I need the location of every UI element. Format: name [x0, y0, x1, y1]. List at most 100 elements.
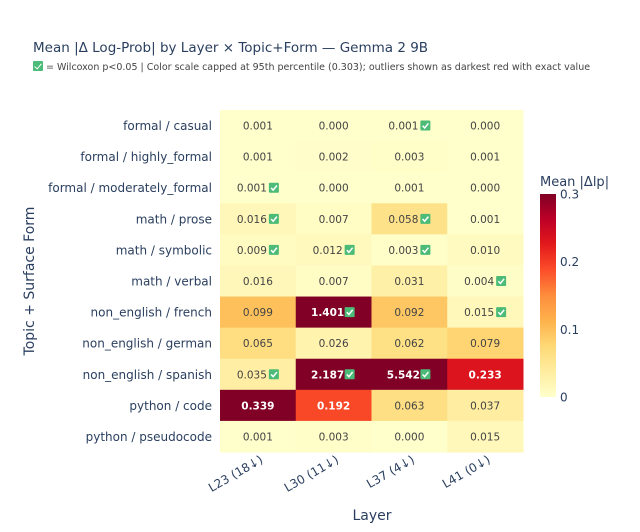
heatmap-cell: 0.016 — [220, 265, 297, 298]
cell-rect — [295, 234, 372, 266]
heatmap-cell: 0.001 — [371, 110, 448, 142]
colorbar-ticks: 0 0.1 0.2 0.3 — [560, 188, 579, 405]
cell-value: 0.000 — [319, 121, 349, 133]
chart-title: Mean |Δ Log-Prob| by Layer × Topic+Form … — [33, 40, 429, 56]
cell-value: 0.058 — [388, 214, 418, 226]
heatmap-cell: 0.001 — [220, 420, 297, 453]
heatmap-cell: 0.001 — [447, 141, 524, 173]
cell-rect — [371, 420, 448, 453]
cell-value: 0.003 — [394, 152, 424, 164]
x-axis-tick-labels: L23 (18↓) L30 (11↓) L37 (4↓) L41 (0↓) — [206, 452, 493, 494]
x-tick-label: L41 (0↓) — [440, 452, 493, 491]
cell-value: 0.007 — [319, 214, 349, 226]
x-axis-title: Layer — [352, 508, 391, 524]
cell-rect — [220, 327, 297, 360]
check-mark-icon — [496, 307, 507, 318]
cell-rect — [371, 265, 448, 298]
cell-value: 0.079 — [470, 338, 500, 350]
check-mark-icon — [268, 213, 279, 224]
heatmap-cell: 0.004 — [447, 265, 524, 298]
colorbar-gradient — [540, 194, 556, 397]
cell-value: 0.003 — [319, 431, 349, 443]
heatmap-cell: 0.015 — [447, 296, 524, 329]
check-mark-icon — [33, 61, 43, 71]
heatmap-cell: 0.001 — [447, 203, 524, 235]
cell-value: 0.001 — [470, 214, 500, 226]
cell-value: 0.012 — [313, 245, 343, 257]
heatmap-cell: 0.092 — [371, 296, 448, 329]
cell-value: 0.001 — [237, 183, 267, 195]
heatmap-cell: 0.001 — [220, 110, 297, 142]
cell-value: 0.016 — [243, 276, 273, 288]
cell-value: 0.000 — [319, 183, 349, 195]
cell-value: 0.035 — [237, 369, 267, 381]
cell-rect — [295, 296, 372, 329]
heatmap-cell: 0.001 — [220, 141, 297, 173]
cell-value: 0.001 — [243, 121, 273, 133]
cell-rect — [447, 172, 524, 204]
heatmap-cell: 0.015 — [447, 420, 524, 453]
cell-value: 0.000 — [394, 431, 424, 443]
cell-rect — [220, 389, 297, 422]
cell-rect — [447, 234, 524, 266]
cell-rect — [371, 110, 448, 142]
heatmap-cell: 0.026 — [295, 327, 372, 360]
cell-rect — [371, 389, 448, 422]
chart-subtitle: = Wilcoxon p<0.05 | Color scale capped a… — [33, 61, 590, 73]
cell-value: 0.000 — [470, 121, 500, 133]
heatmap-cell: 0.339 — [220, 389, 297, 422]
cell-rect — [295, 203, 372, 235]
cell-value: 5.542 — [387, 369, 420, 381]
check-mark-icon — [268, 369, 279, 380]
cell-value: 0.001 — [243, 431, 273, 443]
cell-rect — [371, 203, 448, 235]
cell-rect — [447, 327, 524, 360]
cell-rect — [447, 110, 524, 142]
cell-value: 0.001 — [470, 152, 500, 164]
cell-rect — [295, 172, 372, 204]
cell-value: 0.002 — [319, 152, 349, 164]
cell-rect — [295, 358, 372, 391]
y-tick-label: python / pseudocode — [86, 430, 212, 444]
heatmap-cell: 0.192 — [295, 389, 372, 422]
cell-rect — [295, 327, 372, 360]
colorbar-title: Mean |Δlp| — [540, 175, 609, 190]
y-tick-label: math / verbal — [131, 275, 212, 289]
cell-rect — [295, 420, 372, 453]
heatmap-cell: 0.233 — [447, 358, 524, 391]
cell-rect — [295, 265, 372, 298]
x-tick-label: L30 (11↓) — [282, 452, 341, 494]
cell-value: 0.339 — [241, 400, 274, 412]
heatmap-cell: 0.065 — [220, 327, 297, 360]
cell-value: 0.001 — [388, 121, 418, 133]
cell-rect — [295, 110, 372, 142]
x-tick-label: L37 (4↓) — [364, 452, 417, 491]
check-mark-icon — [344, 244, 355, 255]
heatmap-cells: 0.001 0.000 0.001 0.000 0.001 0.002 0.003 0.001… — [220, 110, 524, 453]
cell-rect — [447, 141, 524, 173]
cell-rect — [220, 296, 297, 329]
y-tick-label: python / code — [129, 399, 212, 413]
y-axis-tick-labels: formal / casual formal / highly_formalfor… — [48, 119, 212, 444]
y-tick-label: non_english / french — [91, 306, 212, 320]
cell-value: 0.031 — [394, 276, 424, 288]
cell-rect — [371, 172, 448, 204]
heatmap-cell: 0.058 — [371, 203, 448, 235]
cell-rect — [447, 389, 524, 422]
heatmap-cell: 0.001 — [371, 172, 448, 204]
heatmap-cell: 0.003 — [371, 141, 448, 173]
cell-value: 0.001 — [394, 183, 424, 195]
check-mark-icon — [420, 120, 431, 131]
heatmap-cell: 0.003 — [371, 234, 448, 266]
cell-value: 0.063 — [394, 400, 424, 412]
check-mark-icon — [420, 369, 431, 380]
y-tick-label: formal / casual — [123, 119, 212, 133]
cell-value: 0.009 — [237, 245, 267, 257]
heatmap-cell: 2.187 — [295, 358, 372, 391]
check-mark-icon — [420, 213, 431, 224]
colorbar-tick-label: 0.2 — [560, 255, 579, 269]
y-tick-label: formal / moderately_formal — [48, 181, 212, 195]
cell-value: 2.187 — [311, 369, 344, 381]
cell-rect — [220, 203, 297, 235]
